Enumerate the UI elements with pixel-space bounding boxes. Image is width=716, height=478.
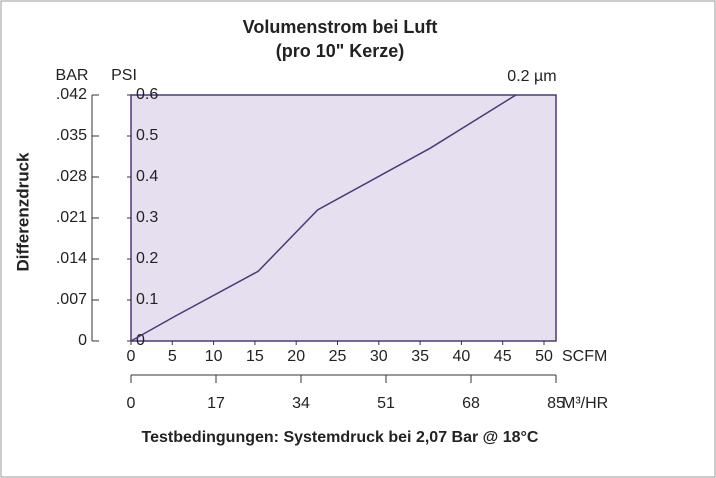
y2-unit: BAR bbox=[56, 67, 89, 84]
x-tick-label: 30 bbox=[370, 348, 388, 365]
y2-tick-label: .021 bbox=[56, 209, 87, 226]
y-axis-label: Differenzdruck bbox=[13, 152, 32, 272]
x-tick-label: 20 bbox=[287, 348, 305, 365]
y2-tick-label: .042 bbox=[56, 86, 87, 103]
x2-tick-label: 0 bbox=[127, 395, 136, 412]
x-tick-label: 40 bbox=[453, 348, 471, 365]
y2-tick-label: .035 bbox=[56, 127, 87, 144]
y-tick-label: 0.2 bbox=[136, 250, 158, 267]
x-tick-label: 10 bbox=[205, 348, 223, 365]
x2-tick-label: 68 bbox=[462, 395, 480, 412]
y-tick-label: 0 bbox=[136, 332, 145, 349]
x-tick-label: 35 bbox=[411, 348, 429, 365]
chart-title: Volumenstrom bei Luft bbox=[243, 17, 438, 37]
y2-tick-label: .028 bbox=[56, 168, 87, 185]
y2-tick-label: .007 bbox=[56, 291, 87, 308]
x2-unit: M³/HR bbox=[562, 395, 608, 412]
x-unit: SCFM bbox=[562, 348, 607, 365]
x2-tick-label: 34 bbox=[292, 395, 310, 412]
y-tick-label: 0.5 bbox=[136, 127, 158, 144]
y-unit: PSI bbox=[111, 67, 137, 84]
y2-tick-label: .014 bbox=[56, 250, 87, 267]
footer: Testbedingungen: Systemdruck bei 2,07 Ba… bbox=[142, 429, 539, 446]
y-tick-label: 0.4 bbox=[136, 168, 158, 185]
x2-tick-label: 17 bbox=[207, 395, 225, 412]
x-tick-label: 0 bbox=[127, 348, 136, 365]
series-label: 0.2 µm bbox=[507, 68, 556, 85]
x-tick-label: 45 bbox=[494, 348, 512, 365]
plot-area bbox=[130, 94, 557, 342]
x-tick-label: 25 bbox=[329, 348, 347, 365]
y-tick-label: 0.3 bbox=[136, 209, 158, 226]
series-line bbox=[130, 94, 517, 342]
x-tick-label: 50 bbox=[535, 348, 553, 365]
x-tick-label: 15 bbox=[246, 348, 264, 365]
y-tick-label: 0.6 bbox=[136, 86, 158, 103]
chart-subtitle: (pro 10" Kerze) bbox=[276, 41, 405, 61]
x2-tick-label: 51 bbox=[377, 395, 395, 412]
y-tick-label: 0.1 bbox=[136, 291, 158, 308]
y2-tick-label: 0 bbox=[78, 332, 87, 349]
x-tick-label: 5 bbox=[168, 348, 177, 365]
x2-tick-label: 85 bbox=[547, 395, 565, 412]
